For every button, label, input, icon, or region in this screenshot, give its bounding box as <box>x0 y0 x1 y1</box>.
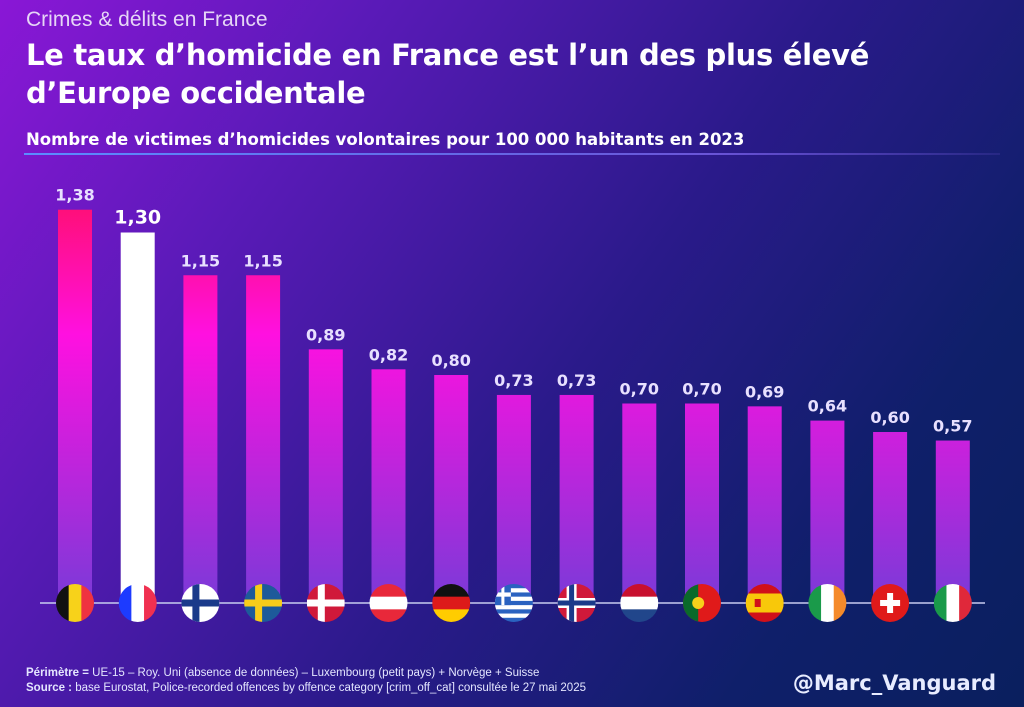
kicker: Crimes & délits en France <box>26 8 268 31</box>
bar <box>873 432 908 603</box>
sweden-flag-icon <box>244 584 283 622</box>
denmark-flag-icon <box>306 584 345 622</box>
austria-flag-icon <box>369 584 408 622</box>
bar <box>371 369 406 603</box>
germany-flag-icon <box>432 584 471 622</box>
bar <box>747 406 782 603</box>
data-label: 0,80 <box>431 351 470 370</box>
bar <box>58 209 92 603</box>
data-label: 1,38 <box>55 186 94 205</box>
spain-flag-icon <box>745 584 784 622</box>
bar <box>434 375 469 603</box>
france-flag-icon <box>118 584 157 622</box>
bar <box>810 420 845 603</box>
bar <box>246 275 281 603</box>
perimetre-note: Périmètre = UE-15 – Roy. Uni (absence de… <box>26 666 586 681</box>
perimetre-text: UE-15 – Roy. Uni (absence de données) – … <box>88 667 540 679</box>
finland-flag-icon <box>181 584 220 622</box>
switzerland-flag-icon <box>871 584 910 622</box>
portugal-flag-icon <box>683 584 721 622</box>
data-label: 0,57 <box>933 417 972 436</box>
norway-flag-icon <box>557 584 596 622</box>
data-label: 0,73 <box>557 371 596 390</box>
belgium-flag-icon <box>56 584 94 622</box>
source-text: base Eurostat, Police-recorded offences … <box>72 682 586 694</box>
title-underline <box>24 153 1000 155</box>
footer-notes: Périmètre = UE-15 – Roy. Uni (absence de… <box>26 666 586 696</box>
bar <box>308 349 343 603</box>
perimetre-label: Périmètre = <box>26 667 89 679</box>
data-label: 0,82 <box>369 345 408 364</box>
data-label: 1,30 <box>114 207 161 229</box>
bar <box>120 232 155 603</box>
italy-flag-icon <box>933 584 972 622</box>
data-label: 0,69 <box>745 382 784 401</box>
netherlands-flag-icon <box>620 584 659 622</box>
data-label: 0,73 <box>494 371 533 390</box>
bar <box>685 403 719 603</box>
source-note: Source : base Eurostat, Police-recorded … <box>26 681 586 696</box>
bar <box>496 394 531 603</box>
data-label: 0,64 <box>808 397 847 416</box>
data-label: 1,15 <box>243 251 282 270</box>
data-label: 0,89 <box>306 325 345 344</box>
source-label: Source : <box>26 682 73 694</box>
author-handle: @Marc_Vanguard <box>792 671 996 695</box>
chart-title: Nombre de victimes d’homicides volontair… <box>26 130 745 149</box>
data-label: 0,70 <box>682 380 721 399</box>
bar <box>622 403 657 603</box>
bar <box>559 394 594 603</box>
ireland-flag-icon <box>808 584 847 622</box>
data-label: 0,60 <box>870 408 909 427</box>
greece-flag-icon <box>494 584 533 622</box>
data-label: 1,15 <box>181 251 220 270</box>
page-title: Le taux d’homicide en France est l’un de… <box>26 38 870 110</box>
bar <box>183 275 218 603</box>
bar <box>935 440 970 603</box>
data-label: 0,70 <box>620 380 659 399</box>
